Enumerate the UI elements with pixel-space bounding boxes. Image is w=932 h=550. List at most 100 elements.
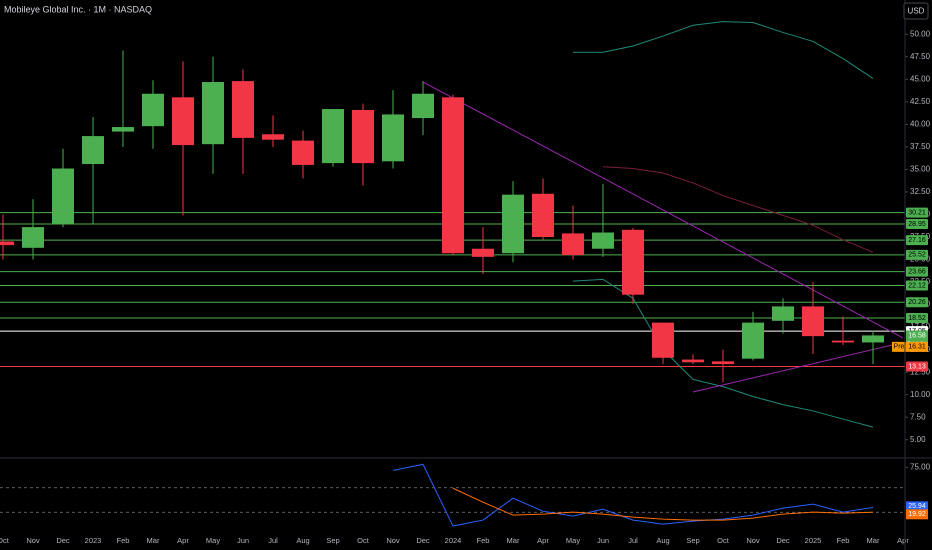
trendline xyxy=(692,341,904,393)
candle-body xyxy=(532,193,554,238)
overlay-line xyxy=(573,21,874,79)
x-tick-label: Feb xyxy=(837,536,850,545)
x-tick-label: May xyxy=(566,536,580,545)
level-label: 28.95 xyxy=(908,221,926,228)
y-tick-label: 45.00 xyxy=(910,74,931,83)
level-label-box xyxy=(906,266,928,277)
candle-body xyxy=(202,82,224,145)
candle-body xyxy=(82,136,104,165)
candle-body xyxy=(712,361,734,365)
y-tick-label: 42.50 xyxy=(910,97,931,106)
level-label: 18.52 xyxy=(908,315,926,322)
level-label-box xyxy=(906,207,928,218)
y-tick-label: 12.50 xyxy=(910,367,931,376)
currency[interactable]: USD xyxy=(908,7,925,16)
level-label-box xyxy=(906,280,928,291)
x-tick-label: Apr xyxy=(537,536,549,545)
y-tick-label: 7.50 xyxy=(910,412,926,421)
candle-body xyxy=(352,109,374,164)
level-label: 20.26 xyxy=(908,299,926,306)
y-tick-label: 50.00 xyxy=(910,29,931,38)
y-tick-label: 47.50 xyxy=(910,52,931,61)
y-tick-label: 5.00 xyxy=(910,435,926,444)
candle-body xyxy=(592,232,614,249)
candle-body xyxy=(382,114,404,162)
x-tick-label: Jul xyxy=(628,536,638,545)
candle-body xyxy=(622,229,644,295)
x-tick-label: Mar xyxy=(147,536,160,545)
x-tick-label: Nov xyxy=(386,536,400,545)
premarket-tag: Pre xyxy=(894,344,905,351)
x-tick-label: Jun xyxy=(237,536,249,545)
level-label-box xyxy=(906,249,928,260)
indicator-line xyxy=(392,463,874,527)
x-tick-label: Nov xyxy=(26,536,40,545)
candle-body xyxy=(442,97,464,254)
x-tick-label: Oct xyxy=(717,536,730,545)
x-tick-label: Apr xyxy=(177,536,189,545)
level-label: 25.52 xyxy=(908,252,926,259)
candle-body xyxy=(22,227,44,248)
y-tick-label: 35.00 xyxy=(910,165,931,174)
indicator-value-box xyxy=(906,501,928,512)
candle-body xyxy=(262,134,284,140)
level-label: 23.66 xyxy=(908,268,926,275)
y-tick-label: 10.00 xyxy=(910,390,931,399)
currency-box[interactable] xyxy=(903,2,929,20)
y-tick-label: 37.50 xyxy=(910,142,931,151)
overlay-line xyxy=(602,166,874,253)
x-tick-label: Nov xyxy=(746,536,760,545)
candle-body xyxy=(742,322,764,359)
y2-tick-label: 75.00 xyxy=(910,462,931,471)
candle-body xyxy=(562,233,584,256)
y-tick-label: 40.00 xyxy=(910,119,931,128)
candle-body xyxy=(112,127,134,132)
candle-body xyxy=(412,93,434,119)
candle-body xyxy=(172,97,194,146)
candle-body xyxy=(322,109,344,164)
indicator-value-box xyxy=(906,509,928,520)
x-tick-label: Mar xyxy=(507,536,520,545)
x-tick-label: Aug xyxy=(296,536,309,545)
level-label-box xyxy=(906,361,928,372)
candle-body xyxy=(772,306,794,321)
indicator-value: 19.92 xyxy=(908,511,926,518)
candle-body xyxy=(292,140,314,165)
candle-body xyxy=(502,194,524,254)
candle-body xyxy=(802,306,824,337)
x-tick-label: Sep xyxy=(326,536,339,545)
x-tick-label: Feb xyxy=(117,536,130,545)
level-label-box xyxy=(906,235,928,246)
candle-body xyxy=(0,241,14,246)
last-price: 16.58 xyxy=(908,332,926,339)
x-tick-label: Oct xyxy=(0,536,10,545)
x-tick-label: Apr xyxy=(897,536,909,545)
x-tick-label: Jun xyxy=(597,536,609,545)
level-label-box xyxy=(906,312,928,323)
x-tick-label: 2023 xyxy=(85,536,102,545)
chart-title: Mobileye Global Inc. · 1M · NASDAQ xyxy=(4,4,152,14)
candle-body xyxy=(232,81,254,138)
price-pane xyxy=(0,21,905,428)
x-tick-label: 2024 xyxy=(445,536,462,545)
x-tick-label: Oct xyxy=(357,536,370,545)
x-tick-label: May xyxy=(206,536,220,545)
candle-body xyxy=(652,322,674,358)
x-tick-label: Aug xyxy=(656,536,669,545)
indicator-pane xyxy=(0,463,905,527)
candle-body xyxy=(142,93,164,127)
premarket-box xyxy=(892,341,928,352)
x-tick-label: Dec xyxy=(776,536,790,545)
x-tick-label: Mar xyxy=(867,536,880,545)
candle-body xyxy=(472,248,494,257)
x-tick-label: 2025 xyxy=(805,536,822,545)
indicator-line xyxy=(452,487,874,521)
x-tick-label: Sep xyxy=(686,536,699,545)
level-label: 27.16 xyxy=(908,237,926,244)
trendline xyxy=(422,81,904,339)
x-tick-label: Jul xyxy=(268,536,278,545)
level-label: 22.12 xyxy=(908,282,926,289)
